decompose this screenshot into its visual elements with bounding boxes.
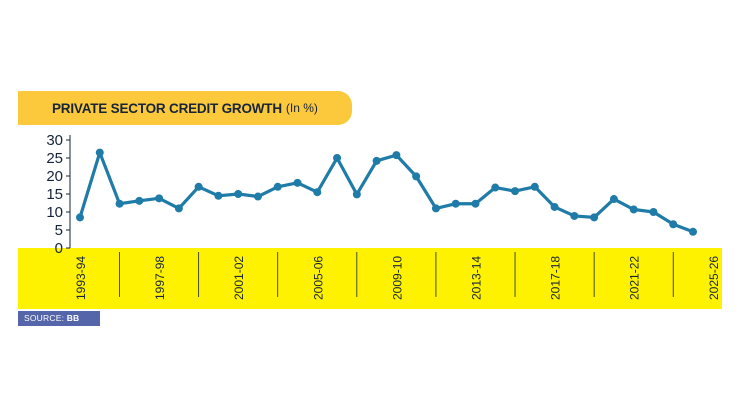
x-tick-label: 2001-02 — [232, 256, 246, 300]
data-point — [431, 204, 440, 213]
data-point — [115, 199, 124, 208]
y-tick-label: 10 — [46, 204, 63, 221]
y-tick-label: 20 — [46, 168, 63, 185]
data-point — [570, 211, 579, 220]
data-point — [649, 208, 658, 216]
x-tick-label: 2017-18 — [549, 256, 563, 300]
x-tick-label: 2009-10 — [390, 256, 404, 300]
data-point — [530, 182, 539, 191]
data-point — [689, 227, 697, 236]
y-tick-label: 30 — [46, 132, 63, 149]
data-point — [234, 190, 243, 198]
data-points — [76, 148, 697, 236]
data-point — [669, 220, 678, 229]
data-point — [511, 187, 520, 196]
data-point — [214, 191, 223, 200]
x-tick-label: 2025-26 — [707, 256, 721, 300]
data-point — [372, 156, 381, 165]
data-point — [491, 183, 500, 192]
data-point — [194, 182, 203, 191]
data-point — [629, 205, 638, 214]
data-point — [273, 182, 282, 191]
y-tick-label: 15 — [46, 186, 63, 203]
data-point — [471, 199, 480, 208]
data-point — [95, 148, 104, 157]
data-point — [392, 151, 401, 160]
data-point — [412, 172, 421, 181]
data-point — [451, 199, 460, 208]
y-tick-label: 5 — [55, 222, 63, 239]
chart-title-banner: PRIVATE SECTOR CREDIT GROWTH (In %) — [18, 91, 352, 125]
x-tick-label: 1993-94 — [74, 256, 88, 300]
data-point — [76, 213, 84, 222]
x-tick-label: 2005-06 — [311, 256, 325, 300]
data-point — [174, 204, 183, 213]
y-tick-label: 0 — [55, 240, 63, 257]
x-tick-label: 2013-14 — [469, 256, 483, 300]
data-point — [590, 213, 599, 222]
data-point — [313, 188, 322, 197]
chart-title-unit: (In %) — [285, 101, 318, 115]
source-label: SOURCE: — [24, 313, 65, 323]
source-value: BB — [66, 313, 80, 323]
data-point — [135, 196, 144, 205]
data-point — [550, 202, 559, 211]
source-note: SOURCE: BB — [18, 311, 100, 326]
y-tick-label: 25 — [46, 150, 63, 167]
data-point — [352, 190, 361, 199]
data-point — [609, 195, 618, 204]
chart-title: PRIVATE SECTOR CREDIT GROWTH — [52, 100, 282, 116]
x-axis-tick-labels: 1993-94 1997-98 2001-02 2005-06 2009-10 2013-… — [74, 256, 721, 300]
series-line — [78, 151, 695, 234]
x-tick-label: 1997-98 — [153, 256, 167, 300]
data-point — [253, 192, 262, 201]
x-axis-band — [18, 248, 722, 309]
data-point — [293, 178, 302, 187]
data-point — [155, 194, 164, 203]
data-point — [333, 154, 342, 162]
x-tick-label: 2021-22 — [628, 256, 642, 300]
x-axis-dividers — [119, 252, 674, 297]
